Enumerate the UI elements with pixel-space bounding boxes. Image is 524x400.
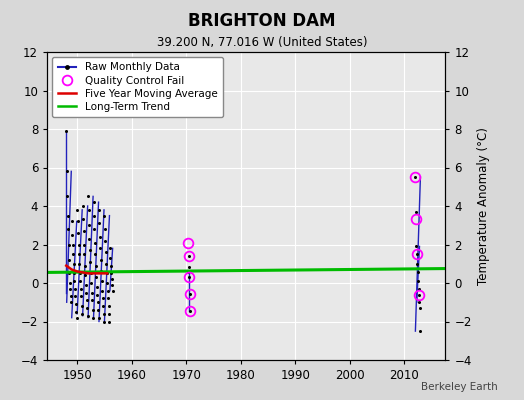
Legend: Raw Monthly Data, Quality Control Fail, Five Year Moving Average, Long-Term Tren: Raw Monthly Data, Quality Control Fail, … (52, 57, 223, 117)
Text: 39.200 N, 77.016 W (United States): 39.200 N, 77.016 W (United States) (157, 36, 367, 49)
Text: BRIGHTON DAM: BRIGHTON DAM (188, 12, 336, 30)
Text: Berkeley Earth: Berkeley Earth (421, 382, 498, 392)
Y-axis label: Temperature Anomaly (°C): Temperature Anomaly (°C) (477, 127, 490, 285)
